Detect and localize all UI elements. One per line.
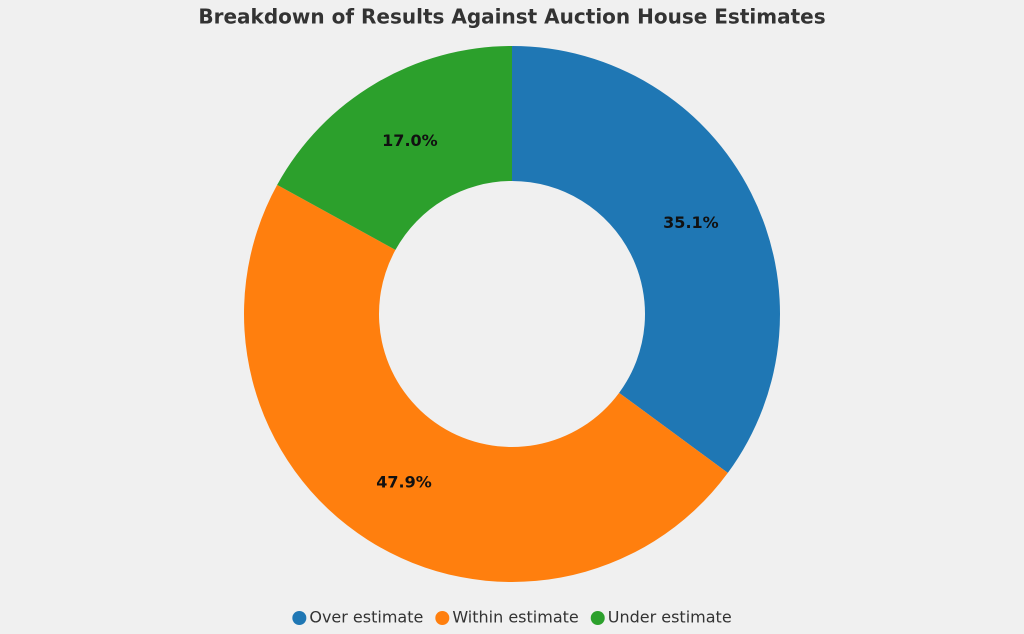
donut-slice [244, 184, 728, 582]
legend-label: Under estimate [608, 608, 732, 627]
donut-slice [512, 46, 780, 473]
legend-marker [292, 611, 307, 625]
slices [244, 46, 780, 582]
slice-label: 17.0% [382, 131, 438, 150]
legend: Over estimate Within estimate Under estima… [292, 608, 732, 627]
legend-marker [435, 611, 450, 625]
slice-label: 47.9% [376, 472, 432, 491]
legend-label: Over estimate [309, 608, 423, 627]
labels: 35.1% 47.9% 17.0% [376, 131, 718, 492]
legend-marker [590, 611, 605, 625]
legend-label: Within estimate [452, 608, 578, 627]
slice-label: 35.1% [663, 213, 719, 232]
donut-slice [277, 46, 512, 250]
chart-title: Breakdown of Results Against Auction Hou… [198, 5, 825, 29]
